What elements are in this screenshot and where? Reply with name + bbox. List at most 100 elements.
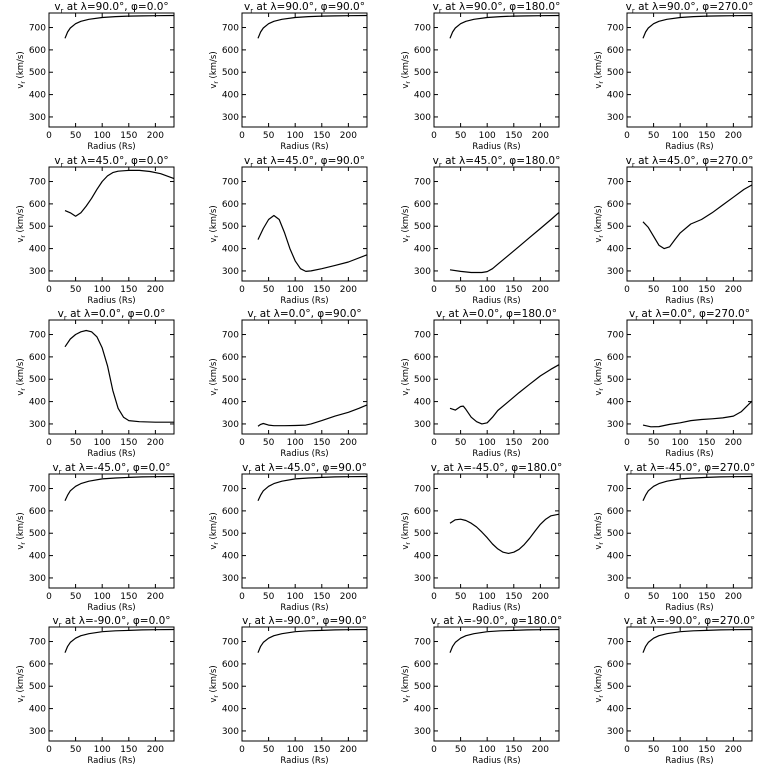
ylabel-sub: r xyxy=(213,81,220,84)
series-line xyxy=(64,329,174,423)
ylabel-sub: r xyxy=(20,695,27,698)
x-tick-label: 0 xyxy=(239,438,245,448)
x-tick-label: 200 xyxy=(340,745,357,755)
title-rest: at λ=90.0°, φ=0.0° xyxy=(63,1,168,13)
x-tick-label: 200 xyxy=(147,285,164,295)
ylabel-rest: (km/s) xyxy=(16,51,26,81)
x-tick-label: 100 xyxy=(287,285,304,295)
y-tick-label: 700 xyxy=(414,638,431,648)
x-tick-label: 200 xyxy=(532,592,549,602)
plot-frame xyxy=(626,473,753,589)
panel-title: vr at λ=90.0°, φ=180.0° xyxy=(433,1,561,15)
x-tick-label: 0 xyxy=(624,285,630,295)
x-tick-label: 50 xyxy=(648,131,660,141)
ylabel-sub: r xyxy=(405,235,412,238)
y-tick-label: 300 xyxy=(414,113,431,123)
x-tick-label: 50 xyxy=(263,438,275,448)
plot-frame xyxy=(433,166,560,282)
y-tick-label: 600 xyxy=(607,660,624,670)
y-tick-label: 400 xyxy=(607,552,624,562)
title-sub: r xyxy=(439,161,442,169)
panel-title: vr at λ=-90.0°, φ=90.0° xyxy=(242,615,367,629)
title-sub: r xyxy=(250,7,253,15)
x-axis-label: Radius (Rs) xyxy=(665,142,713,152)
x-tick-label: 100 xyxy=(94,592,111,602)
ylabel-sub: r xyxy=(213,542,220,545)
panel-title: vr at λ=-45.0°, φ=180.0° xyxy=(431,462,562,476)
x-tick-label: 50 xyxy=(455,745,467,755)
series-line xyxy=(449,364,560,425)
ylabel-main: v xyxy=(209,391,219,396)
ylabel-main: v xyxy=(16,391,26,396)
title-rest: at λ=0.0°, φ=90.0° xyxy=(256,308,361,320)
x-tick-label: 0 xyxy=(431,592,437,602)
plot-frame xyxy=(48,166,175,282)
x-tick-label: 50 xyxy=(648,745,660,755)
panel-title: vr at λ=45.0°, φ=90.0° xyxy=(244,155,365,169)
title-sub: r xyxy=(437,468,440,476)
ylabel-rest: (km/s) xyxy=(209,665,219,695)
x-tick-label: 50 xyxy=(263,131,275,141)
title-main: v xyxy=(431,615,437,627)
y-tick-label: 600 xyxy=(29,507,46,517)
ylabel-main: v xyxy=(401,545,411,550)
x-tick-label: 0 xyxy=(431,285,437,295)
x-axis-label: Radius (Rs) xyxy=(280,756,328,766)
y-tick-label: 600 xyxy=(29,200,46,210)
ylabel-main: v xyxy=(401,238,411,243)
ylabel-main: v xyxy=(209,545,219,550)
ylabel-rest: (km/s) xyxy=(401,358,411,388)
y-tick-label: 600 xyxy=(607,46,624,56)
ylabel-rest: (km/s) xyxy=(401,205,411,235)
y-tick-label: 500 xyxy=(222,68,239,78)
y-tick-label: 400 xyxy=(414,398,431,408)
panel-title: vr at λ=0.0°, φ=270.0° xyxy=(629,308,750,322)
ylabel-rest: (km/s) xyxy=(594,358,604,388)
x-tick-label: 50 xyxy=(455,438,467,448)
y-tick-label: 400 xyxy=(414,245,431,255)
x-tick-label: 200 xyxy=(725,438,742,448)
x-tick-label: 200 xyxy=(725,592,742,602)
y-axis-label: vr (km/s) xyxy=(594,51,605,88)
series-line xyxy=(642,475,753,502)
y-axis-label: vr (km/s) xyxy=(16,512,27,549)
y-tick-label: 300 xyxy=(222,727,239,737)
y-axis-label: vr (km/s) xyxy=(401,665,412,702)
x-tick-label: 150 xyxy=(313,131,330,141)
x-tick-label: 50 xyxy=(70,592,82,602)
x-tick-label: 150 xyxy=(313,745,330,755)
series-line xyxy=(449,14,560,39)
y-tick-label: 500 xyxy=(607,222,624,232)
y-tick-label: 600 xyxy=(29,353,46,363)
y-tick-label: 300 xyxy=(29,420,46,430)
y-tick-label: 600 xyxy=(414,660,431,670)
panel-title: vr at λ=45.0°, φ=0.0° xyxy=(54,155,168,169)
x-tick-label: 200 xyxy=(532,285,549,295)
x-tick-label: 100 xyxy=(479,131,496,141)
panel-title: vr at λ=-45.0°, φ=90.0° xyxy=(242,462,367,476)
x-axis-label: Radius (Rs) xyxy=(87,142,135,152)
title-main: v xyxy=(52,462,58,474)
x-tick-label: 0 xyxy=(431,745,437,755)
y-tick-label: 300 xyxy=(607,727,624,737)
plot-frame xyxy=(241,166,368,282)
plot-frame xyxy=(626,166,753,282)
title-main: v xyxy=(433,1,439,13)
ylabel-main: v xyxy=(401,698,411,703)
ylabel-sub: r xyxy=(20,235,27,238)
y-tick-label: 300 xyxy=(414,267,431,277)
x-tick-label: 50 xyxy=(70,745,82,755)
title-main: v xyxy=(242,462,248,474)
x-axis-label: Radius (Rs) xyxy=(665,603,713,613)
title-rest: at λ=-45.0°, φ=180.0° xyxy=(440,462,562,474)
y-tick-label: 300 xyxy=(607,113,624,123)
x-tick-label: 50 xyxy=(263,285,275,295)
plot-frame xyxy=(48,319,175,435)
title-sub: r xyxy=(59,468,62,476)
y-tick-label: 400 xyxy=(414,705,431,715)
